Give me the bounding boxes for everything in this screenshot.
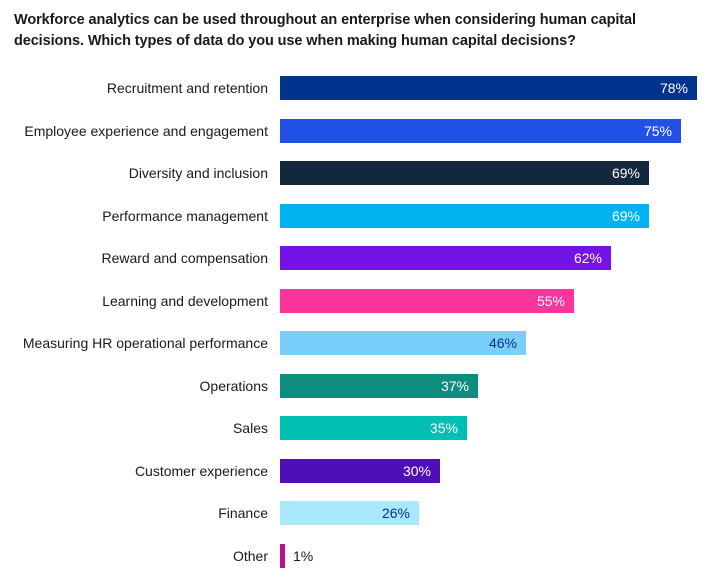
chart-row: Performance management 69% (0, 203, 719, 228)
bar: 35% (280, 416, 467, 441)
category-label: Recruitment and retention (106, 80, 268, 97)
category-label: Reward and compensation (101, 250, 268, 267)
bar-track: 26% (280, 501, 719, 526)
chart-row: Measuring HR operational performance 46% (0, 331, 719, 356)
bar-track: 30% (280, 458, 719, 483)
category-label: Employee experience and engagement (24, 122, 268, 139)
bar: 69% (280, 203, 649, 228)
value-label: 69% (611, 207, 640, 224)
category-label: Diversity and inclusion (128, 165, 268, 182)
chart-row: Employee experience and engagement 75% (0, 118, 719, 143)
bar: 37% (280, 373, 478, 398)
value-label: 35% (429, 420, 458, 437)
category-label: Finance (218, 505, 268, 522)
value-label: 26% (381, 505, 410, 522)
chart-row: Diversity and inclusion 69% (0, 161, 719, 186)
bar-track: 35% (280, 416, 719, 441)
category-label: Operations (199, 377, 268, 394)
value-label: 69% (611, 165, 640, 182)
chart-row: Recruitment and retention 78% (0, 76, 719, 101)
value-label: 30% (402, 462, 431, 479)
bar-track: 75% (280, 118, 719, 143)
category-label: Sales (232, 420, 268, 437)
chart-row: Other 1% (0, 543, 719, 568)
bar-track: 62% (280, 246, 719, 271)
chart-row: Sales 35% (0, 416, 719, 441)
bar: 30% (280, 458, 440, 483)
bar: 62% (280, 246, 611, 271)
value-label: 46% (488, 335, 517, 352)
chart-row: Operations 37% (0, 373, 719, 398)
bar-track: 69% (280, 203, 719, 228)
value-label: 78% (659, 80, 688, 97)
bar: 75% (280, 118, 681, 143)
value-label: 62% (573, 250, 602, 267)
value-label: 55% (536, 292, 565, 309)
category-label: Measuring HR operational performance (22, 335, 268, 352)
value-label: 1% (293, 547, 314, 564)
chart-row: Learning and development 55% (0, 288, 719, 313)
bar: 69% (280, 161, 649, 186)
category-label: Performance management (102, 207, 268, 224)
bar: 46% (280, 331, 526, 356)
chart-row: Customer experience 30% (0, 458, 719, 483)
bar-track: 46% (280, 331, 719, 356)
bar: 55% (280, 288, 574, 313)
category-label: Other (232, 547, 268, 564)
chart-row: Reward and compensation 62% (0, 246, 719, 271)
bar (280, 543, 285, 568)
category-label: Learning and development (102, 292, 268, 309)
bar-track: 69% (280, 161, 719, 186)
chart-title: Workforce analytics can be used througho… (14, 12, 636, 49)
bar-track: 1% (280, 543, 719, 568)
bar: 26% (280, 501, 419, 526)
bar-track: 78% (280, 76, 719, 101)
bar-chart: Recruitment and retention 78% Employee exp… (0, 76, 719, 568)
category-label: Customer experience (134, 462, 268, 479)
value-label: 75% (643, 122, 672, 139)
bar-track: 37% (280, 373, 719, 398)
bar: 78% (280, 76, 697, 101)
value-label: 37% (440, 377, 469, 394)
chart-row: Finance 26% (0, 501, 719, 526)
bar-track: 55% (280, 288, 719, 313)
